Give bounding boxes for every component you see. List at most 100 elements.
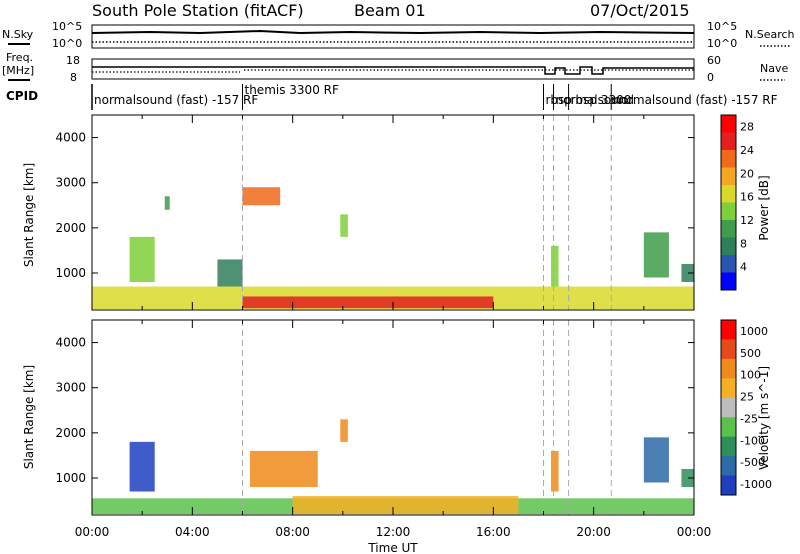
y-tick-label: 1000	[55, 266, 86, 280]
freq-tick-top: 18	[66, 54, 80, 67]
noise-right-tick-bottom: 10^0	[707, 37, 737, 50]
colorbar-cell	[721, 358, 736, 379]
colorbar-cell	[721, 202, 736, 221]
data-patch	[129, 441, 155, 492]
cpid-program-label: normalsound (fast) -157 RF	[94, 93, 258, 107]
y-tick-label: 2000	[55, 426, 86, 440]
colorbar-tick-label: 16	[740, 191, 754, 204]
beam-title: Beam 01	[354, 1, 426, 20]
x-tick-label: 16:00	[476, 525, 511, 539]
x-tick-label: 00:00	[75, 525, 110, 539]
data-patch	[164, 196, 170, 210]
colorbar-cell	[721, 185, 736, 203]
power-ylabel: Slant Range [km]	[22, 163, 36, 267]
colorbar-cell	[721, 115, 736, 133]
noise-sky-line	[91, 29, 695, 35]
noise-right-tick-top: 10^5	[707, 20, 737, 33]
colorbar-frame	[720, 114, 737, 291]
colorbar-tick-label: 24	[740, 144, 754, 157]
colorbar-tick-label: 20	[740, 167, 754, 180]
cpid-program-label: themis 3300 RF	[245, 83, 339, 97]
colorbar-frame	[720, 319, 737, 496]
colorbar-tick-label: -1000	[740, 478, 772, 491]
data-patch	[340, 214, 348, 237]
colorbar-cell	[721, 436, 736, 457]
colorbar-cell	[721, 132, 736, 151]
colorbar-cell	[721, 397, 736, 418]
colorbar-cell	[721, 167, 736, 186]
colorbar-tick-label: 12	[740, 214, 754, 227]
freq-tick-bottom: 8	[70, 71, 77, 84]
data-patch	[643, 232, 669, 278]
data-patch	[551, 245, 559, 287]
colorbar-cell	[721, 378, 736, 399]
station-title: South Pole Station (fitACF)	[92, 1, 304, 20]
freq-panel-frame	[91, 58, 695, 80]
colorbar-tick-label: -500	[740, 456, 765, 469]
colorbar-cell	[721, 475, 736, 496]
colorbar-cell	[721, 255, 736, 273]
freq-line	[92, 66, 694, 75]
data-patch	[129, 236, 155, 283]
data-patch	[250, 450, 318, 488]
cpid-program-label: rbsp 3300	[571, 93, 632, 107]
noise-left-tick-top: 10^5	[52, 20, 82, 33]
cpid-program-label: normalsound	[556, 93, 634, 107]
colorbar-tick-label: 500	[740, 347, 761, 360]
y-tick-label: 3000	[55, 176, 86, 190]
x-tick-label: 12:00	[376, 525, 411, 539]
freq-label-line1: Freq.	[6, 51, 33, 64]
power-panel: 1000 2000 3000 4000 4 8 12 16 20 24 28	[55, 114, 754, 311]
velocity-panel: 1000 2000 3000 4000 1000 500 100 25 -25 -100 -500 -…	[55, 319, 772, 516]
noise-left-tick-bottom: 10^0	[52, 37, 82, 50]
colorbar-cell	[721, 237, 736, 256]
colorbar-tick-label: 4	[740, 261, 747, 274]
colorbar-tick-label: 100	[740, 369, 761, 382]
cpid-label: CPID	[6, 89, 38, 103]
noise-right-label: N.Search	[745, 28, 795, 41]
colorbar-cell	[721, 417, 736, 438]
plot-area	[92, 320, 694, 515]
data-patch	[681, 468, 694, 488]
plot-area	[92, 115, 694, 310]
y-tick-label: 2000	[55, 221, 86, 235]
colorbar-tick-label: 8	[740, 237, 747, 250]
data-patch	[643, 437, 669, 483]
cpid-program-label: rbsp	[546, 93, 572, 107]
x-axis-label: Time UT	[367, 541, 418, 554]
data-patch	[217, 259, 243, 287]
data-patch	[242, 296, 494, 309]
colorbar-cell	[721, 320, 736, 340]
colorbar-tick-label: 25	[740, 391, 754, 404]
x-tick-label: 00:00	[677, 525, 712, 539]
power-colorbar-label: Power [dB]	[757, 175, 771, 240]
data-patch	[340, 419, 348, 442]
x-tick-label: 20:00	[576, 525, 611, 539]
y-tick-label: 1000	[55, 471, 86, 485]
colorbar-cell	[721, 339, 736, 360]
colorbar-cell	[721, 272, 736, 291]
nave-tick-top: 60	[707, 54, 721, 67]
noise-left-label: N.Sky	[2, 28, 34, 41]
colorbar-cell	[721, 456, 736, 477]
colorbar-cell	[721, 220, 736, 238]
y-tick-label: 4000	[55, 336, 86, 350]
noise-panel-frame	[91, 24, 695, 49]
y-tick-label: 3000	[55, 381, 86, 395]
colorbar-tick-label: -25	[740, 412, 758, 425]
x-tick-label: 04:00	[175, 525, 210, 539]
y-tick-label: 4000	[55, 131, 86, 145]
colorbar-cell	[721, 150, 736, 168]
velocity-colorbar-label: Velocity [m s^-1]	[757, 366, 771, 470]
nave-tick-bottom: 0	[707, 71, 714, 84]
nave-line	[92, 69, 694, 73]
x-tick-label: 08:00	[275, 525, 310, 539]
x-tick-labels: 00:00 04:00 08:00 12:00 16:00 20:00 00:00	[75, 525, 712, 539]
cpid-program-label: normalsound (fast) -157 RF	[613, 93, 777, 107]
velocity-ylabel: Slant Range [km]	[22, 365, 36, 469]
colorbar-tick-label: -100	[740, 434, 765, 447]
data-patch	[292, 496, 519, 515]
data-patch	[551, 450, 559, 492]
